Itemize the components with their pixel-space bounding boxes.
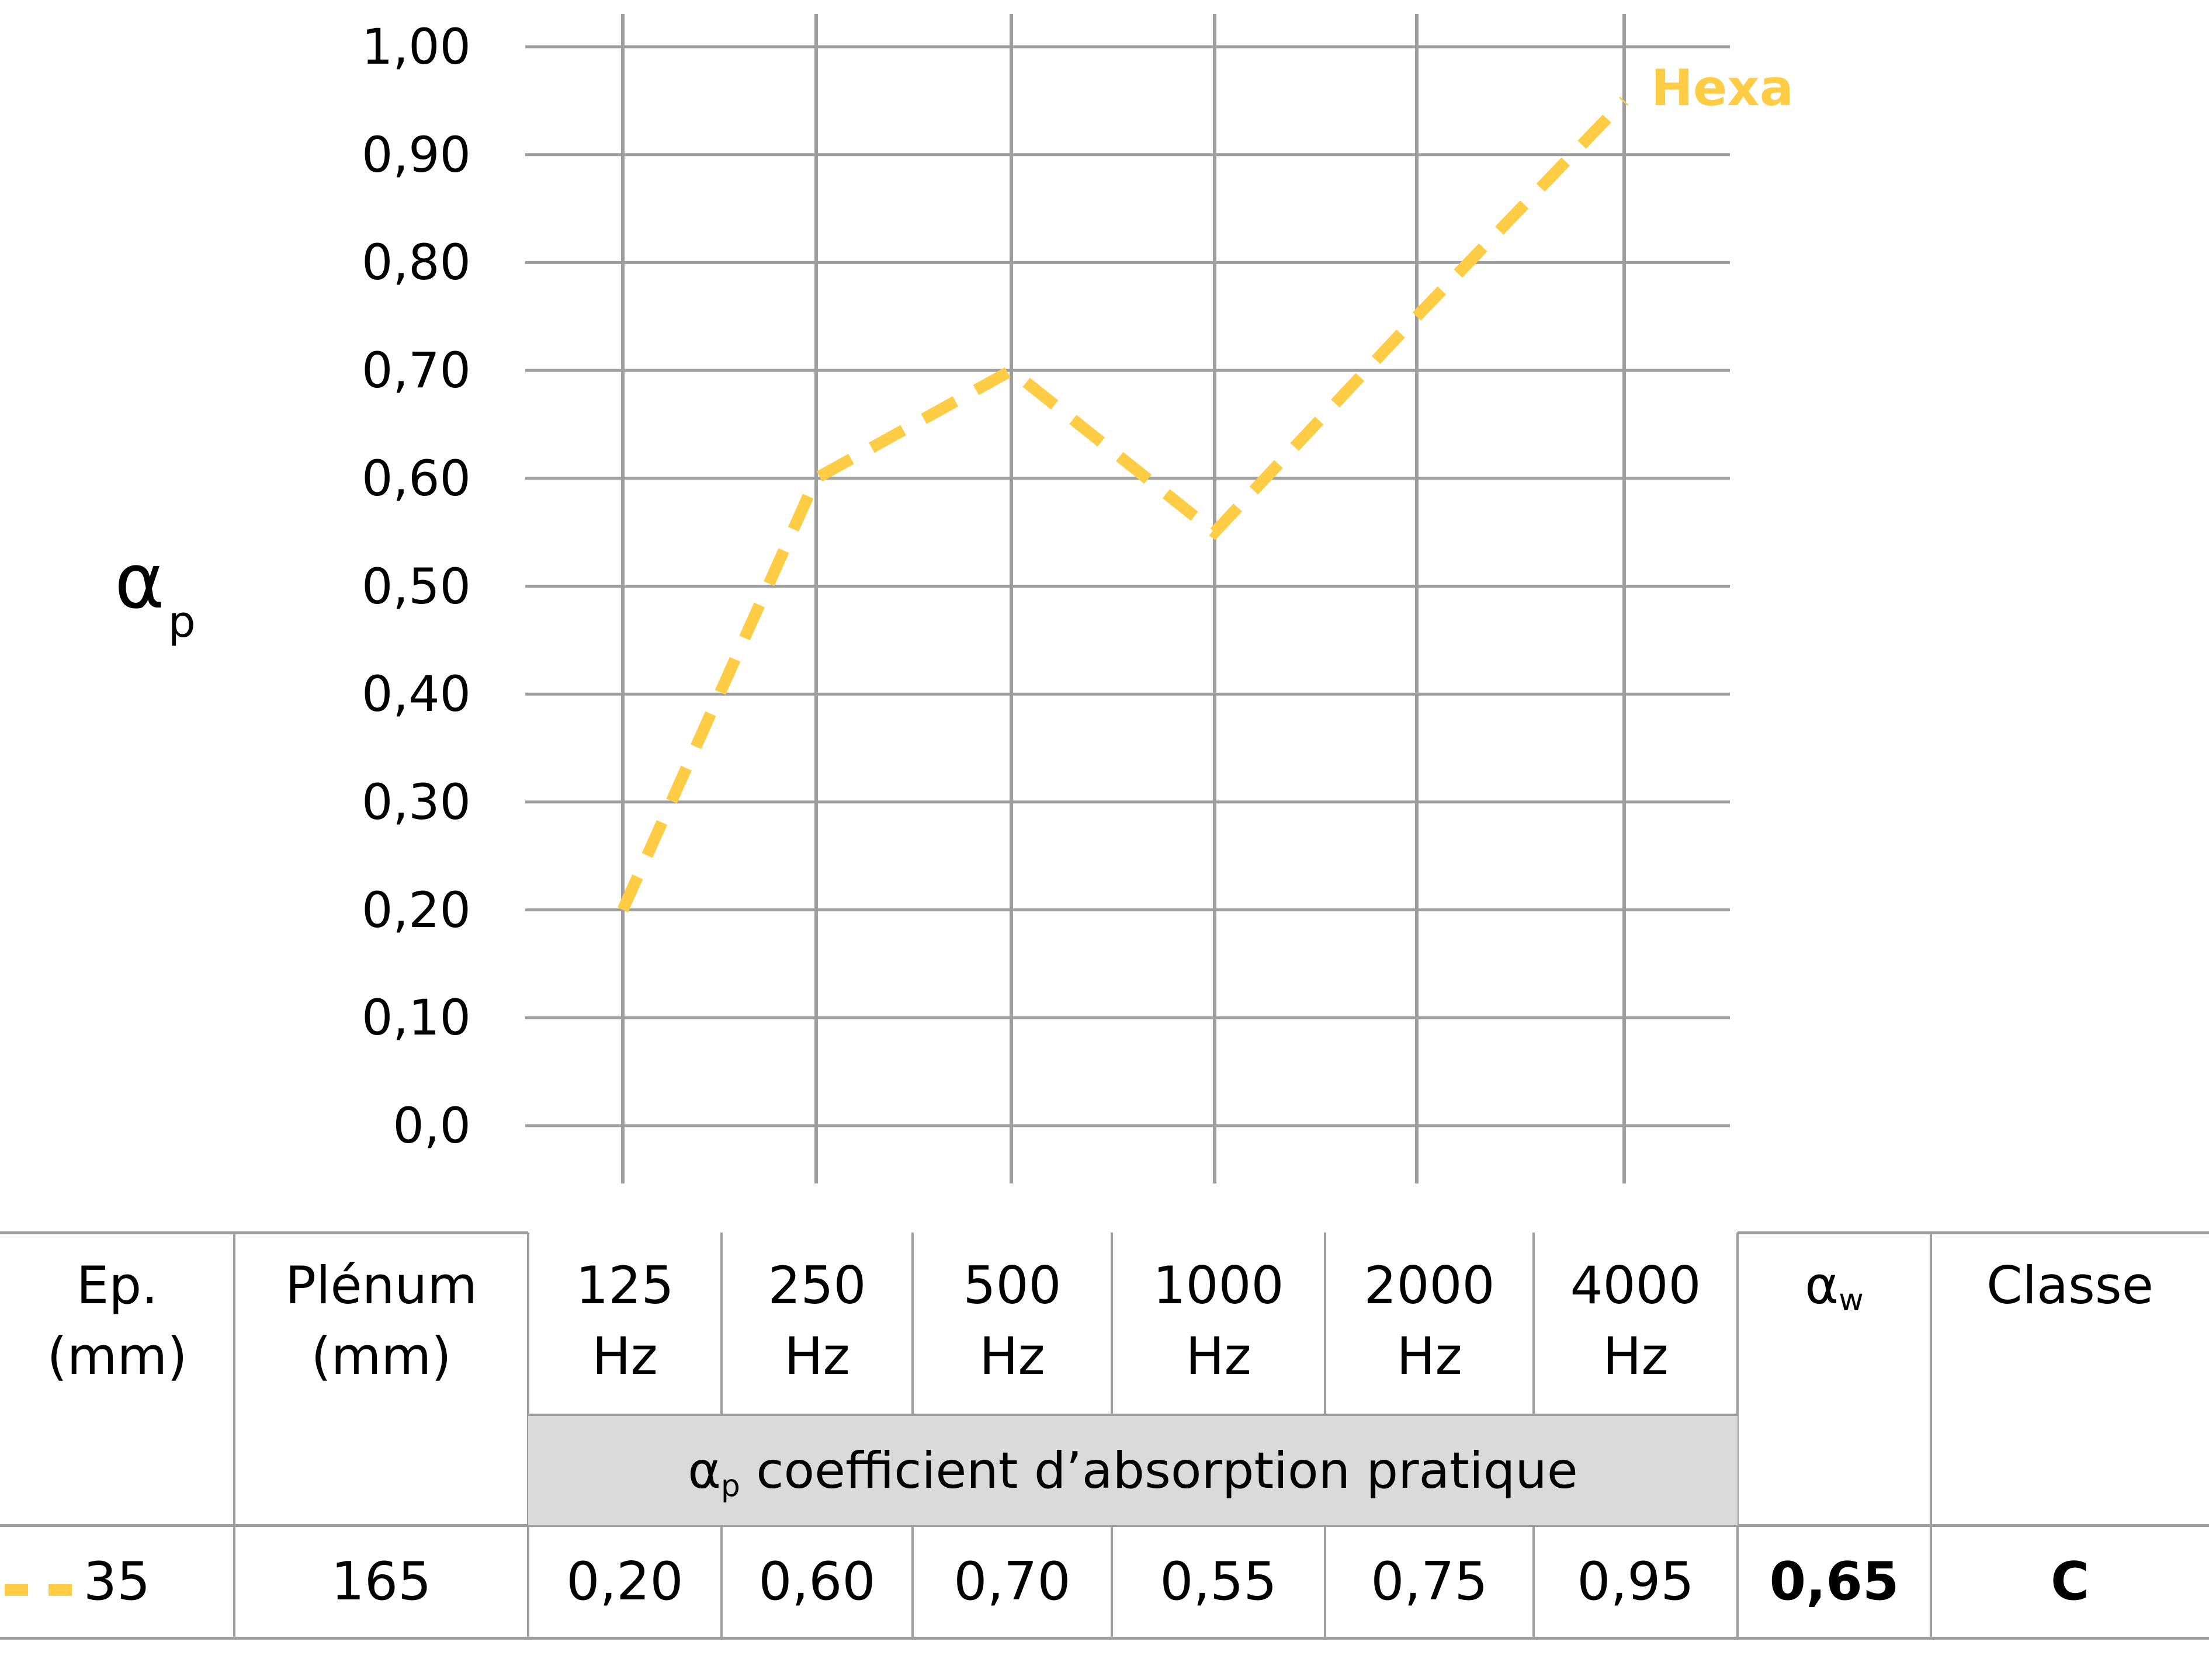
coefficient-value: 0,75 xyxy=(1371,1550,1488,1612)
row-value-4000: 0,95 xyxy=(1534,1525,1738,1638)
coefficient-value: 0,55 xyxy=(1160,1550,1277,1612)
header-ep-label: Ep. xyxy=(76,1255,158,1315)
freq-value: 250 xyxy=(768,1255,866,1315)
header-freq-4000: 4000 Hz xyxy=(1534,1250,1738,1391)
table-bottom-border xyxy=(0,1637,2209,1640)
aw-symbol: α xyxy=(1805,1255,1839,1315)
col-divider xyxy=(1111,1233,1113,1415)
col-divider xyxy=(1736,1233,1739,1638)
header-freq-1000: 1000 Hz xyxy=(1112,1250,1325,1391)
axis-title-symbol: α xyxy=(115,537,165,626)
row-value-500: 0,70 xyxy=(913,1525,1112,1638)
header-freq-250: 250 Hz xyxy=(722,1250,913,1391)
ep-value: 35 xyxy=(83,1550,151,1612)
classe-label: Classe xyxy=(1986,1255,2153,1315)
col-divider xyxy=(233,1233,235,1638)
row-value-2000: 0,75 xyxy=(1325,1525,1534,1638)
horizontal-gridlines xyxy=(525,45,1730,1127)
band-symbol-subscript: p xyxy=(720,1468,740,1504)
vertical-gridlines xyxy=(621,14,1626,1183)
row-value-250: 0,60 xyxy=(722,1525,913,1638)
table-top-border-left xyxy=(0,1231,528,1234)
y-tick-label: 0,40 xyxy=(361,665,471,723)
band-symbol: α xyxy=(688,1441,721,1500)
classe-value: C xyxy=(2050,1550,2090,1612)
aw-subscript: w xyxy=(1839,1283,1864,1318)
col-divider xyxy=(720,1525,723,1638)
legend-dash-icon xyxy=(5,1584,72,1596)
col-divider xyxy=(1111,1525,1113,1638)
y-tick-label: 0,60 xyxy=(361,449,471,507)
coefficient-value: 0,70 xyxy=(953,1550,1071,1612)
freq-value: 1000 xyxy=(1153,1255,1284,1315)
col-divider xyxy=(911,1233,914,1415)
header-classe: Classe xyxy=(1931,1250,2209,1321)
row-aw: 0,65 xyxy=(1738,1525,1931,1638)
y-tick-label: 0,70 xyxy=(361,342,471,400)
col-divider xyxy=(1532,1233,1535,1415)
coefficient-band xyxy=(528,1416,1738,1525)
header-ep: Ep. (mm) xyxy=(0,1250,234,1391)
col-divider xyxy=(1324,1525,1326,1638)
y-tick-label: 0,10 xyxy=(361,989,471,1047)
y-tick-label: 0,20 xyxy=(361,881,471,939)
coefficient-value: 0,95 xyxy=(1577,1550,1694,1612)
header-plenum-unit: (mm) xyxy=(311,1326,452,1386)
band-text: coefficient d’absorption pratique xyxy=(740,1441,1578,1500)
header-freq-500: 500 Hz xyxy=(913,1250,1112,1391)
series-label-hexa: Hexa xyxy=(1651,59,1794,117)
col-divider xyxy=(1930,1233,1932,1638)
freq-unit: Hz xyxy=(1603,1326,1669,1386)
row-ep: 35 xyxy=(58,1525,175,1638)
coefficient-value: 0,20 xyxy=(566,1550,684,1612)
y-tick-label: 0,30 xyxy=(361,773,471,831)
col-divider xyxy=(911,1525,914,1638)
chart-plot-area xyxy=(525,14,1730,1183)
header-freq-125: 125 Hz xyxy=(528,1250,722,1391)
row-classe: C xyxy=(1931,1525,2209,1638)
col-divider xyxy=(1532,1525,1535,1638)
axis-title-subscript: p xyxy=(168,597,196,647)
coefficient-value: 0,60 xyxy=(758,1550,876,1612)
header-band-top-border xyxy=(528,1414,1738,1417)
freq-unit: Hz xyxy=(1185,1326,1251,1386)
row-top-border xyxy=(0,1524,2209,1527)
aw-value: 0,65 xyxy=(1769,1550,1899,1612)
row-value-1000: 0,55 xyxy=(1112,1525,1325,1638)
header-plenum: Plénum (mm) xyxy=(234,1250,528,1391)
freq-unit: Hz xyxy=(784,1326,850,1386)
table-top-border-right xyxy=(1738,1231,2209,1234)
y-axis-title: αp xyxy=(115,543,196,644)
series-line-hexa xyxy=(617,96,1629,912)
col-divider xyxy=(720,1233,723,1415)
freq-unit: Hz xyxy=(592,1326,658,1386)
freq-unit: Hz xyxy=(979,1326,1045,1386)
freq-unit: Hz xyxy=(1396,1326,1462,1386)
col-divider xyxy=(1324,1233,1326,1415)
y-tick-label: 0,80 xyxy=(361,234,471,291)
y-tick-label: 0,90 xyxy=(361,126,471,183)
freq-value: 2000 xyxy=(1364,1255,1495,1315)
plenum-value: 165 xyxy=(331,1550,432,1612)
freq-value: 4000 xyxy=(1570,1255,1701,1315)
freq-value: 500 xyxy=(963,1255,1062,1315)
header-ep-unit: (mm) xyxy=(47,1326,188,1386)
y-tick-label: 1,00 xyxy=(361,18,471,75)
row-plenum: 165 xyxy=(234,1525,528,1638)
y-tick-label: 0,50 xyxy=(361,557,471,615)
header-freq-2000: 2000 Hz xyxy=(1325,1250,1534,1391)
header-plenum-label: Plénum xyxy=(285,1255,477,1315)
freq-value: 125 xyxy=(575,1255,674,1315)
y-tick-label: 0,0 xyxy=(393,1097,471,1154)
row-value-125: 0,20 xyxy=(528,1525,722,1638)
